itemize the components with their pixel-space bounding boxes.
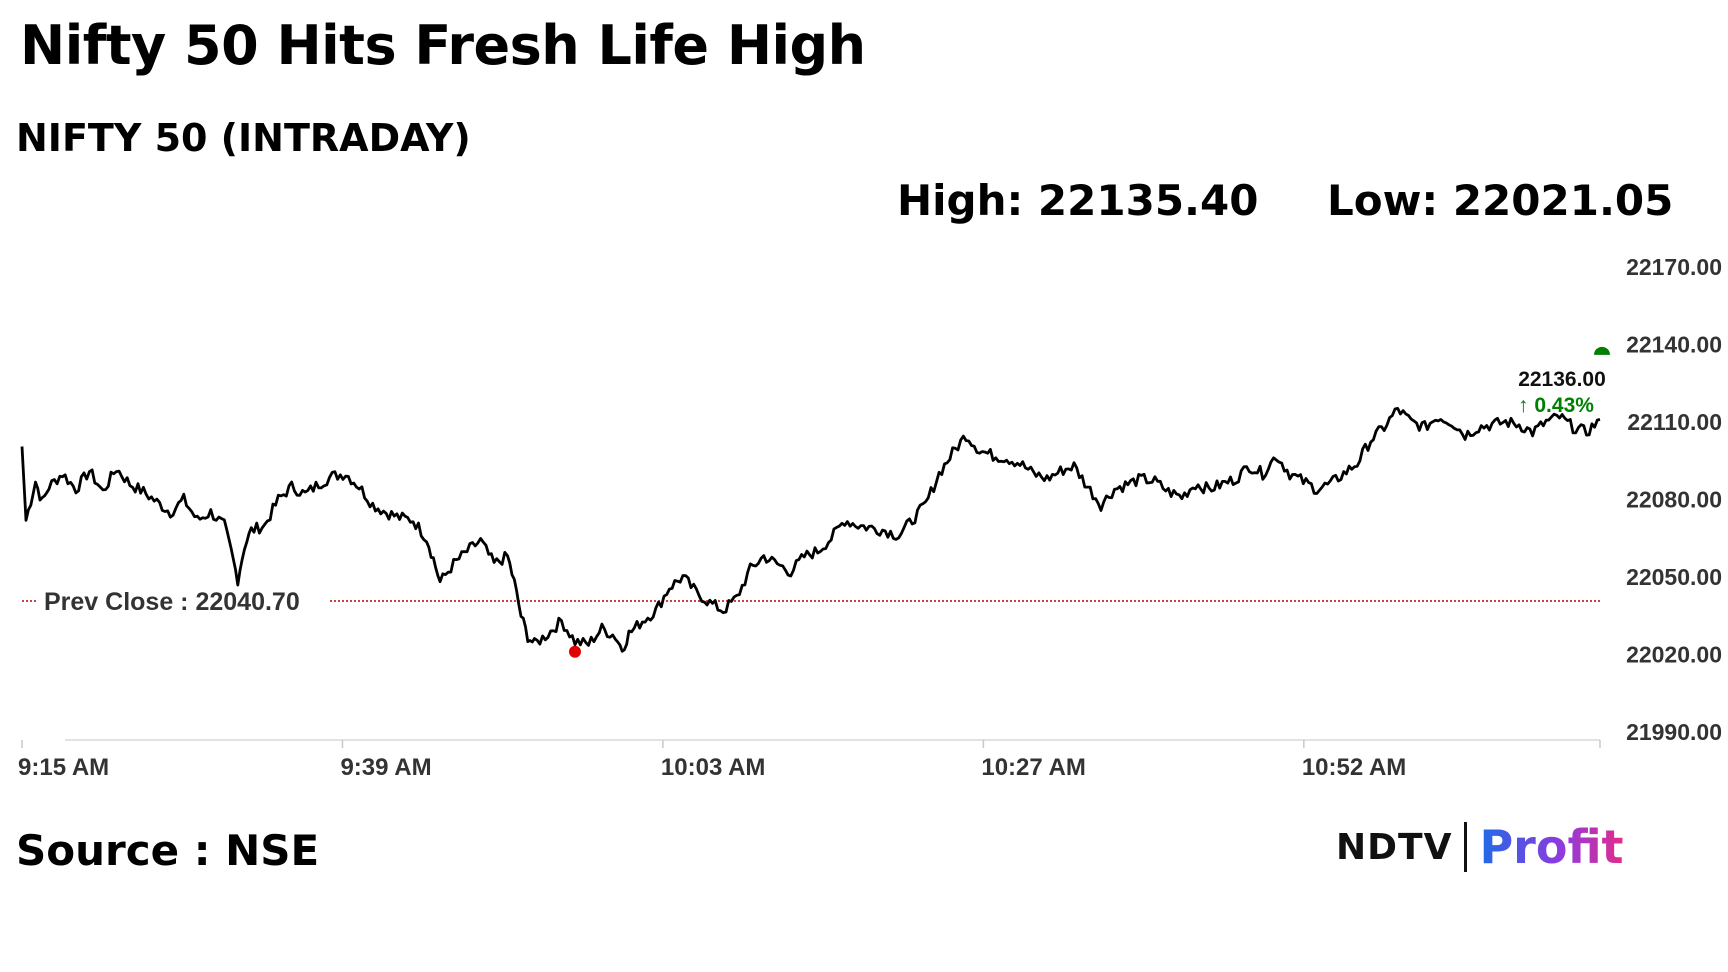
logo-ndtv-text: NDTV <box>1336 826 1453 868</box>
y-tick-label: 21990.00 <box>1626 719 1722 745</box>
x-tick-label: 10:52 AM <box>1302 754 1406 781</box>
y-tick-label: 22080.00 <box>1626 487 1722 513</box>
x-tick-label: 10:03 AM <box>661 754 765 781</box>
x-axis-ticks: 9:15 AM 9:39 AM 10:03 AM 10:27 AM 10:52 AM <box>18 740 1601 781</box>
y-axis-ticks: 22170.00 22140.00 22110.00 22080.00 22050.00… <box>1626 254 1722 745</box>
last-price-marker <box>1594 346 1610 355</box>
prev-close-label: Prev Close : 22040.70 <box>44 588 300 616</box>
logo-separator <box>1464 822 1468 872</box>
page-title: Nifty 50 Hits Fresh Life High <box>20 14 866 77</box>
y-tick-label: 22140.00 <box>1626 332 1722 358</box>
intraday-chart: 22170.00 22140.00 22110.00 22080.00 22050.00… <box>18 254 1722 781</box>
y-tick-label: 22020.00 <box>1626 642 1722 668</box>
chart-subtitle: NIFTY 50 (INTRADAY) <box>16 116 471 160</box>
x-tick-label: 10:27 AM <box>981 754 1085 781</box>
ndtv-profit-logo: NDTV Profit <box>1336 818 1624 876</box>
prev-close-label-bg <box>38 585 328 618</box>
y-tick-label: 22170.00 <box>1626 254 1722 280</box>
source-note: Source : NSE <box>16 826 320 875</box>
x-tick-label: 9:15 AM <box>18 754 109 781</box>
low-stat: Low: 22021.05 <box>1327 176 1674 225</box>
high-stat: High: 22135.40 <box>897 176 1259 225</box>
x-tick-label: 9:39 AM <box>340 754 431 781</box>
last-price-label: 22136.00 <box>1518 368 1606 391</box>
logo-profit-text: Profit <box>1479 820 1624 874</box>
y-tick-label: 22050.00 <box>1626 564 1722 590</box>
y-tick-label: 22110.00 <box>1627 409 1722 435</box>
prev-close-group: Prev Close : 22040.70 <box>22 585 1600 618</box>
low-point-marker <box>568 645 581 658</box>
last-change-label: ↑ 0.43% <box>1518 394 1594 417</box>
series-line <box>20 407 1601 653</box>
